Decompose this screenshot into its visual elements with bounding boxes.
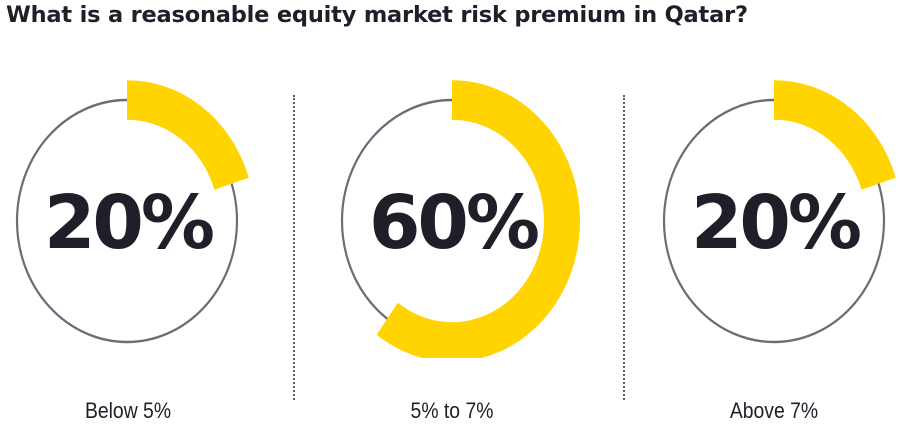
progress-ring-icon xyxy=(324,80,580,358)
category-label: Above 7% xyxy=(729,398,819,423)
percentage-value: 20% xyxy=(690,180,862,266)
ring-panel-5-to-7: 60% xyxy=(323,78,583,358)
category-label: 5% to 7% xyxy=(410,398,494,423)
category-label: Below 5% xyxy=(84,398,172,423)
chart-title: What is a reasonable equity market risk … xyxy=(6,2,748,28)
percentage-value: 60% xyxy=(368,180,540,266)
dotted-divider xyxy=(293,95,295,400)
percentage-value: 20% xyxy=(43,180,215,266)
ring-panel-above-7: 20% xyxy=(645,78,900,358)
dotted-divider xyxy=(623,95,625,400)
progress-ring-icon xyxy=(0,80,255,358)
ring-panel-below-5: 20% xyxy=(0,78,258,358)
progress-ring-icon xyxy=(646,80,900,358)
